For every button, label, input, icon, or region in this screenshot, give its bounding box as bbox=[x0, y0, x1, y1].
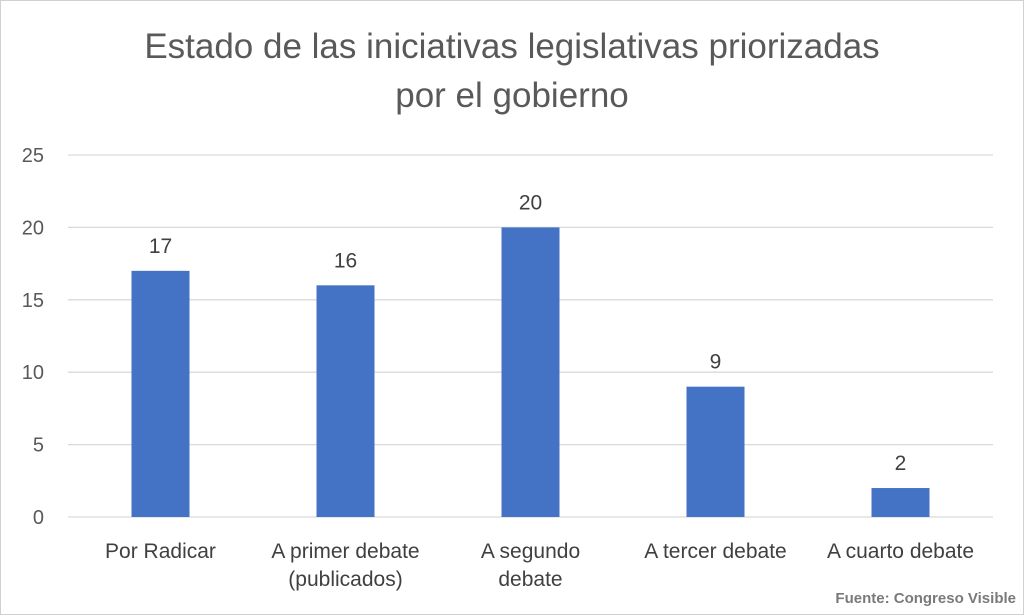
source-note: Fuente: Congreso Visible bbox=[835, 590, 1016, 607]
y-tick-label: 10 bbox=[22, 362, 44, 384]
data-label: 9 bbox=[710, 351, 722, 374]
x-tick-label: A primer debate (publicados) bbox=[271, 540, 419, 591]
x-tick-label-line: A segundo bbox=[481, 540, 580, 563]
y-tick-label: 15 bbox=[22, 290, 44, 312]
data-label: 20 bbox=[519, 191, 542, 214]
bar bbox=[686, 386, 745, 517]
chart-title-line-1: Estado de las iniciativas legislativas p… bbox=[144, 27, 880, 66]
data-label: 2 bbox=[895, 452, 907, 475]
bar bbox=[871, 488, 930, 517]
x-tick-label-line: A primer debate bbox=[271, 540, 419, 563]
x-tick-label: Por Radicar bbox=[105, 540, 216, 563]
data-label: 17 bbox=[149, 235, 172, 258]
y-tick-label: 5 bbox=[33, 435, 44, 457]
x-tick-label-line: A tercer debate bbox=[644, 540, 786, 563]
bar bbox=[131, 270, 190, 517]
y-tick-label: 25 bbox=[22, 145, 44, 167]
x-tick-label: A segundo debate bbox=[481, 540, 580, 591]
bar bbox=[501, 227, 560, 517]
data-label: 16 bbox=[334, 249, 357, 272]
x-tick-label: A tercer debate bbox=[644, 540, 786, 563]
x-tick-label-line: Por Radicar bbox=[105, 540, 216, 563]
chart-title: Estado de las iniciativas legislativas p… bbox=[0, 22, 1024, 120]
y-tick-label: 0 bbox=[33, 507, 44, 529]
bar bbox=[316, 285, 375, 517]
chart-title-line-2: por el gobierno bbox=[395, 76, 629, 115]
x-tick-label-line: A cuarto debate bbox=[827, 540, 974, 563]
y-tick-label: 20 bbox=[22, 217, 44, 239]
x-tick-label: A cuarto debate bbox=[827, 540, 974, 563]
x-tick-label-line: debate bbox=[498, 568, 562, 591]
x-tick-label-line: (publicados) bbox=[288, 568, 402, 591]
